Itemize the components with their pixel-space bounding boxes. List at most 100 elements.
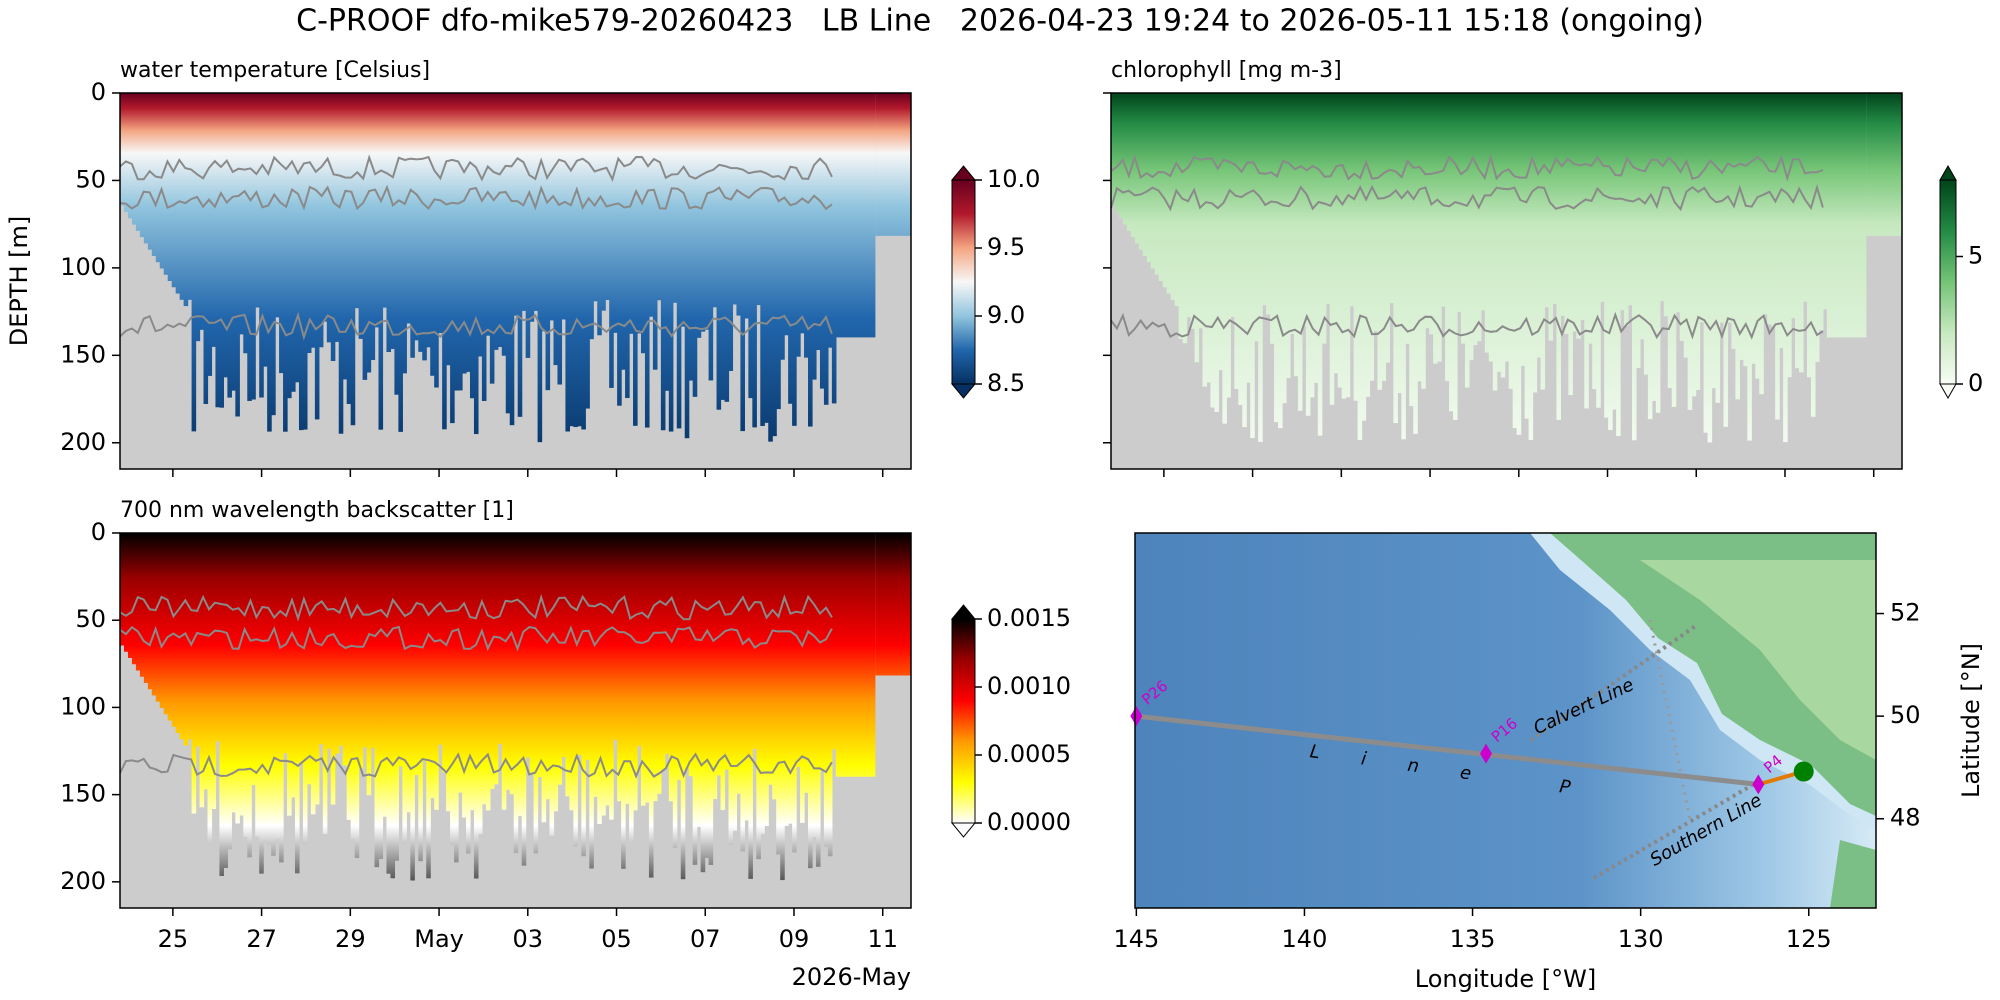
field-column xyxy=(760,533,765,834)
field-column xyxy=(1727,93,1733,323)
field-column xyxy=(1616,93,1621,437)
field-column xyxy=(219,533,225,877)
field-column xyxy=(489,533,495,789)
colorbar xyxy=(951,179,976,385)
field-block xyxy=(835,533,876,777)
field-column xyxy=(223,533,228,868)
field-column xyxy=(1476,93,1482,342)
field-column xyxy=(406,533,411,813)
field-column xyxy=(652,533,658,802)
field-column xyxy=(422,93,427,361)
field-column xyxy=(462,93,467,374)
field-column xyxy=(644,533,650,803)
field-column xyxy=(211,93,217,347)
colorbar xyxy=(1939,179,1957,385)
field-column xyxy=(760,93,765,426)
field-column xyxy=(207,93,213,376)
land xyxy=(1830,840,1876,908)
field-column xyxy=(1349,93,1355,307)
field-column xyxy=(310,93,316,348)
field-column xyxy=(660,533,666,770)
field-column xyxy=(1767,93,1772,325)
field-column xyxy=(800,533,805,823)
field-column xyxy=(1687,93,1693,410)
field-column xyxy=(668,533,674,802)
field-column xyxy=(1731,93,1736,349)
field-column xyxy=(334,93,340,342)
field-column xyxy=(501,533,507,810)
field-column xyxy=(1735,93,1740,400)
field-column xyxy=(1683,93,1689,358)
field-column xyxy=(1361,93,1367,421)
field-column xyxy=(533,533,539,854)
field-column xyxy=(330,533,336,805)
field-column xyxy=(1401,93,1406,440)
field-column xyxy=(306,533,312,785)
field-column xyxy=(744,93,749,319)
field-column xyxy=(422,533,427,761)
field-column xyxy=(668,93,674,432)
field-column xyxy=(442,93,447,430)
field-column xyxy=(191,533,197,814)
field-column xyxy=(338,93,344,434)
field-column xyxy=(704,93,710,330)
field-column xyxy=(613,93,618,333)
field-column xyxy=(792,533,797,853)
x-tick-label: 05 xyxy=(601,925,632,953)
field-column xyxy=(549,93,555,321)
field-column xyxy=(255,93,260,308)
field-column xyxy=(342,93,348,380)
field-column xyxy=(724,93,730,402)
field-column xyxy=(418,533,423,862)
field-column xyxy=(513,533,519,854)
field-column xyxy=(784,93,789,336)
field-column xyxy=(1202,93,1208,387)
field-column xyxy=(541,533,547,823)
field-column xyxy=(800,93,805,334)
field-column xyxy=(1214,93,1219,412)
field-column xyxy=(1274,93,1279,423)
field-column xyxy=(438,533,443,745)
field-column xyxy=(485,533,491,811)
field-column xyxy=(561,533,567,757)
field-column xyxy=(1389,93,1394,304)
x-tick-label: 125 xyxy=(1786,925,1832,953)
field-column xyxy=(553,93,559,366)
field-column xyxy=(1114,93,1120,213)
field-column xyxy=(609,93,614,388)
field-column xyxy=(712,533,718,800)
field-column xyxy=(465,93,471,372)
field-column xyxy=(756,93,761,306)
field-column xyxy=(609,533,614,820)
field-column xyxy=(593,533,598,797)
field-column xyxy=(473,93,479,435)
field-column xyxy=(310,533,316,815)
field-column xyxy=(1747,93,1752,441)
field-column xyxy=(1520,93,1526,366)
field-column xyxy=(493,533,499,785)
field-column xyxy=(135,93,141,231)
field-column xyxy=(287,533,292,816)
x-tick-label: 145 xyxy=(1113,925,1159,953)
field-column xyxy=(1604,93,1609,418)
field-column xyxy=(804,533,809,793)
field-column xyxy=(458,93,463,391)
field-column xyxy=(1763,93,1768,315)
field-column xyxy=(1409,93,1414,407)
field-column xyxy=(171,533,177,727)
panel-title: 700 nm wavelength backscatter [1] xyxy=(120,498,514,523)
y-tick-label: 52 xyxy=(1890,599,1921,627)
station xyxy=(1752,774,1765,795)
colorbar-extend xyxy=(1939,164,1957,181)
field-column xyxy=(382,93,388,308)
field-column xyxy=(1771,93,1776,327)
field-column xyxy=(1122,93,1128,225)
colorbar-tick-label: 9.5 xyxy=(987,233,1025,261)
field-column xyxy=(1154,93,1160,275)
field-column xyxy=(1325,93,1331,304)
field-column xyxy=(283,93,288,432)
field-column xyxy=(263,533,268,840)
field-column xyxy=(1508,93,1514,389)
field-column xyxy=(565,93,570,432)
field-column xyxy=(545,93,551,391)
